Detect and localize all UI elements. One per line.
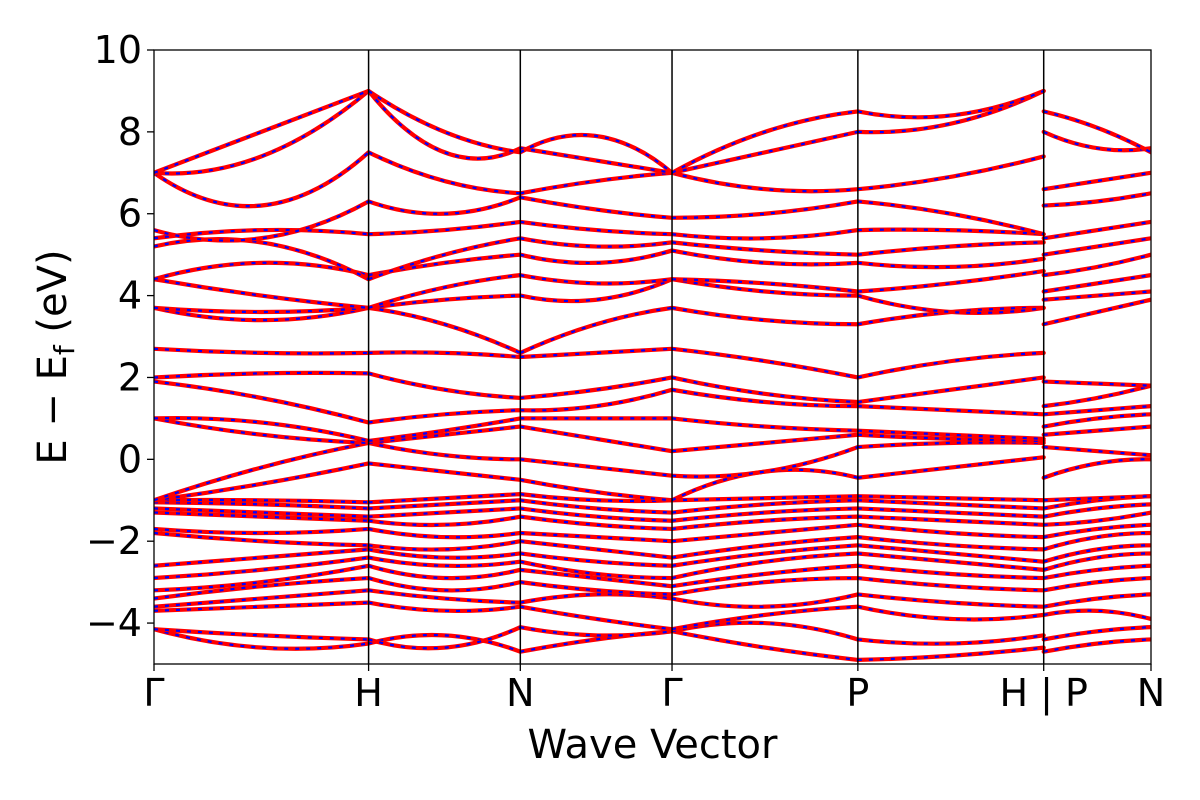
x-tick-label: H | P	[999, 671, 1087, 716]
band-28-dashed	[154, 192, 1151, 242]
y-axis-ticks: −4 −2 0 2 4 6 8 10	[86, 28, 154, 645]
x-tick-label: H	[354, 671, 383, 715]
band-24-dashed	[154, 269, 1151, 309]
band-16-solid	[154, 440, 1151, 503]
x-tick-label: N	[1137, 671, 1165, 715]
plot-frame	[153, 49, 1152, 665]
band-22-dashed	[154, 298, 1151, 354]
y-axis-title-subscript: f	[48, 344, 81, 355]
y-tick-label: 6	[118, 192, 142, 236]
x-tick-label: P	[846, 671, 869, 715]
band-30-dashed	[154, 89, 1151, 175]
band-8-solid	[154, 543, 1151, 568]
band-25-solid	[154, 248, 1151, 282]
band-20-dashed	[154, 371, 1151, 408]
y-axis-title: E − Ef (eV)	[30, 249, 81, 464]
band-26-dashed	[154, 237, 1151, 281]
y-tick-label: 10	[94, 28, 142, 72]
y-tick-label: −4	[86, 601, 142, 645]
bands-layer	[154, 88, 1151, 663]
y-tick-label: −2	[86, 519, 142, 563]
band-14-solid	[154, 492, 1151, 505]
band-12-solid	[154, 502, 1151, 523]
band-7-solid	[154, 551, 1151, 581]
band-15-solid	[154, 455, 1151, 503]
x-tick-label: N	[506, 671, 534, 715]
band-20-solid	[154, 370, 1151, 409]
band-16-dashed	[154, 441, 1151, 502]
band-27-solid	[154, 219, 1151, 241]
band-6-dashed	[154, 564, 1151, 592]
band-3-solid	[154, 600, 1151, 632]
x-axis-ticks: Γ H N Γ P H | P N	[143, 664, 1165, 716]
y-tick-label: 2	[118, 355, 142, 399]
band-1-solid	[154, 627, 1151, 663]
band-5-dashed	[154, 576, 1151, 600]
band-19-solid	[154, 379, 1151, 425]
band-10-solid	[154, 522, 1151, 544]
y-axis-title-lead: E − E	[30, 355, 76, 465]
band-9-solid	[154, 530, 1151, 560]
band-17-solid	[154, 416, 1151, 454]
band-4-solid	[154, 588, 1151, 609]
band-29-solid	[154, 150, 1151, 209]
x-tick-label: Γ	[661, 671, 682, 715]
band-18-solid	[154, 412, 1151, 444]
band-31-dashed	[154, 89, 1151, 174]
band-30-solid	[154, 88, 1151, 176]
band-2-solid	[154, 620, 1151, 651]
y-tick-label: 0	[118, 437, 142, 481]
band-23-solid	[154, 277, 1151, 315]
x-tick-label: Γ	[143, 671, 164, 715]
band-21-solid	[154, 346, 1151, 388]
y-tick-label: 4	[118, 274, 142, 318]
band-11-solid	[154, 510, 1151, 532]
band-31-solid	[154, 88, 1151, 175]
x-axis-title: Wave Vector	[528, 722, 779, 768]
y-tick-label: 8	[118, 110, 142, 154]
y-axis-title-unit: (eV)	[30, 249, 76, 345]
kpoint-divider-lines	[367, 50, 1045, 664]
band-13-solid	[154, 494, 1151, 515]
